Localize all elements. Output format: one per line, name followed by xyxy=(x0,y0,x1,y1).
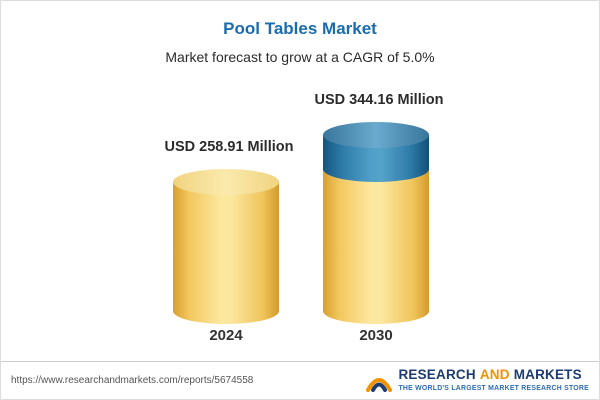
x-label-2030: 2030 xyxy=(359,327,393,344)
bar-2030 xyxy=(323,122,429,324)
logo-tagline: THE WORLD'S LARGEST MARKET RESEARCH STOR… xyxy=(398,385,589,393)
logo-word-research: RESEARCH xyxy=(398,367,476,383)
footer: https://www.researchandmarkets.com/repor… xyxy=(1,361,599,399)
logo-wordmark: RESEARCH AND MARKETS xyxy=(398,367,589,383)
logo-text: RESEARCH AND MARKETS THE WORLD'S LARGEST M… xyxy=(398,367,589,393)
bar-2030-top-cap xyxy=(323,122,429,148)
value-label-2024: USD 258.91 Million xyxy=(164,139,294,155)
report-url-link[interactable]: https://www.researchandmarkets.com/repor… xyxy=(11,375,254,386)
research-and-markets-logo: RESEARCH AND MARKETS THE WORLD'S LARGEST M… xyxy=(366,367,589,393)
x-label-2024: 2024 xyxy=(209,327,243,344)
bar-2030-bottom-cap xyxy=(323,298,429,324)
bar-2030-growth-bottom-cap xyxy=(323,156,429,182)
bar-2024-bottom-cap xyxy=(173,298,279,324)
logo-word-and: AND xyxy=(479,367,510,383)
chart-subtitle: Market forecast to grow at a CAGR of 5.0… xyxy=(165,49,435,65)
value-label-2030: USD 344.16 Million xyxy=(314,92,444,108)
bar-2024-body xyxy=(173,182,279,311)
chart-title: Pool Tables Market xyxy=(223,19,377,38)
bar-2024 xyxy=(173,169,279,324)
bar-2030-base-body xyxy=(323,169,429,311)
logo-mark-icon xyxy=(366,377,393,392)
logo-word-markets: MARKETS xyxy=(513,367,582,383)
bar-2024-top-cap xyxy=(173,169,279,195)
